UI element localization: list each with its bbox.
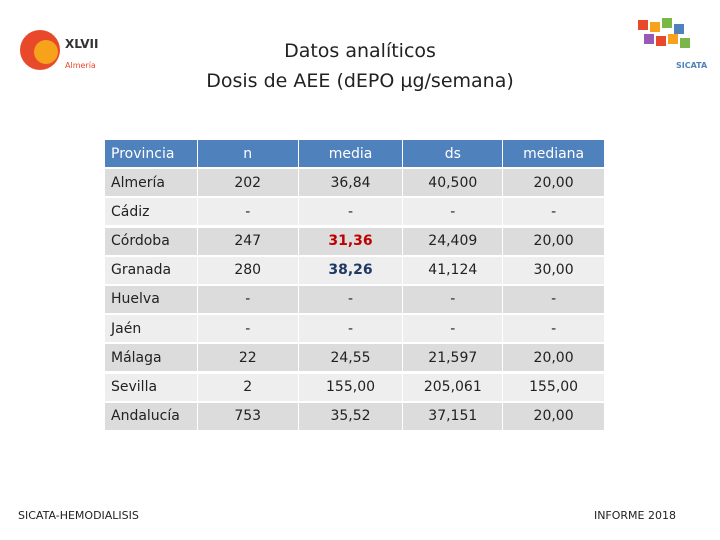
table-row: Sevilla 2 155,00 205,061 155,00 xyxy=(105,373,605,401)
table-cell: 20,00 xyxy=(503,227,604,255)
table-cell: Córdoba xyxy=(105,227,197,255)
table-cell: 24,409 xyxy=(403,227,503,255)
table-cell: - xyxy=(298,285,403,313)
table-cell: 21,597 xyxy=(403,344,503,372)
table-cell: - xyxy=(403,285,503,313)
table-row: Málaga 22 24,55 21,597 20,00 xyxy=(105,344,605,372)
table-row: Almería 202 36,84 40,500 20,00 xyxy=(105,169,605,197)
table-cell: 22 xyxy=(197,344,298,372)
logo-tile xyxy=(674,24,684,34)
logo-name: SICATA xyxy=(676,61,708,70)
table-cell: - xyxy=(503,198,604,226)
table-cell: 20,00 xyxy=(503,344,604,372)
table-cell: 247 xyxy=(197,227,298,255)
table-cell: 20,00 xyxy=(503,169,604,197)
logo-tile xyxy=(680,38,690,48)
logo-right: SICATA xyxy=(638,18,708,70)
table-cell: Málaga xyxy=(105,344,197,372)
table-cell: Almería xyxy=(105,169,197,197)
logo-circle xyxy=(34,40,58,64)
table-cell: 753 xyxy=(197,402,298,430)
table-cell: 155,00 xyxy=(503,373,604,401)
table-cell: - xyxy=(298,315,403,343)
logo-tile xyxy=(668,34,678,44)
logo-tile xyxy=(644,34,654,44)
table-cell: 202 xyxy=(197,169,298,197)
table-row: Córdoba 247 31,36 24,409 20,00 xyxy=(105,227,605,255)
table-cell: - xyxy=(503,285,604,313)
table-cell: 41,124 xyxy=(403,256,503,284)
table-cell: - xyxy=(503,315,604,343)
table-cell: 2 xyxy=(197,373,298,401)
table-cell: 24,55 xyxy=(298,344,403,372)
table-cell: 38,26 xyxy=(298,256,403,284)
table-cell: 30,00 xyxy=(503,256,604,284)
table-cell: 280 xyxy=(197,256,298,284)
header-row: Provincia n media ds mediana xyxy=(105,140,605,167)
logo-city: Almería xyxy=(65,61,96,70)
logo-edition: XLVII xyxy=(65,37,98,51)
table-row: Granada 280 38,26 41,124 30,00 xyxy=(105,256,605,284)
header-cell: media xyxy=(298,140,403,167)
table-cell: 35,52 xyxy=(298,402,403,430)
table-cell: 36,84 xyxy=(298,169,403,197)
table-cell: Cádiz xyxy=(105,198,197,226)
table-cell: Andalucía xyxy=(105,402,197,430)
table: Provincia n media ds mediana Almería 202 36,84 4… xyxy=(105,140,605,432)
table-cell: 40,500 xyxy=(403,169,503,197)
footer-right: INFORME 2018 xyxy=(593,509,676,522)
table-row: Huelva - - - - xyxy=(105,285,605,313)
table-cell: - xyxy=(403,198,503,226)
subtitle: Dosis de AEE (dEPO µg/semana) xyxy=(206,70,514,92)
table-row: Cádiz - - - - xyxy=(105,198,605,226)
table-cell: Huelva xyxy=(105,285,197,313)
table-cell: - xyxy=(197,285,298,313)
table-row: Andalucía 753 35,52 37,151 20,00 xyxy=(105,402,605,430)
table-cell: 155,00 xyxy=(298,373,403,401)
logo-tile xyxy=(650,22,660,32)
table-cell: - xyxy=(298,198,403,226)
logo-tile xyxy=(662,18,672,28)
logo-tile xyxy=(638,20,648,30)
table-cell: - xyxy=(197,315,298,343)
footer-left: SICATA-HEMODIALISIS xyxy=(18,509,139,522)
table-cell: 20,00 xyxy=(503,402,604,430)
header-cell: Provincia xyxy=(105,140,197,167)
header-cell: ds xyxy=(403,140,503,167)
header-cell: mediana xyxy=(503,140,604,167)
logo-tile xyxy=(656,36,666,46)
title: Datos analíticos xyxy=(284,40,436,62)
table-cell: Sevilla xyxy=(105,373,197,401)
table-cell: 37,151 xyxy=(403,402,503,430)
table-cell: - xyxy=(403,315,503,343)
header-cell: n xyxy=(197,140,298,167)
table-cell: 205,061 xyxy=(403,373,503,401)
table-cell: Jaén xyxy=(105,315,197,343)
table-cell: - xyxy=(197,198,298,226)
table-cell: Granada xyxy=(105,256,197,284)
table-row: Jaén - - - - xyxy=(105,315,605,343)
logo-left: XLVII Almería xyxy=(20,30,98,70)
table-cell: 31,36 xyxy=(298,227,403,255)
